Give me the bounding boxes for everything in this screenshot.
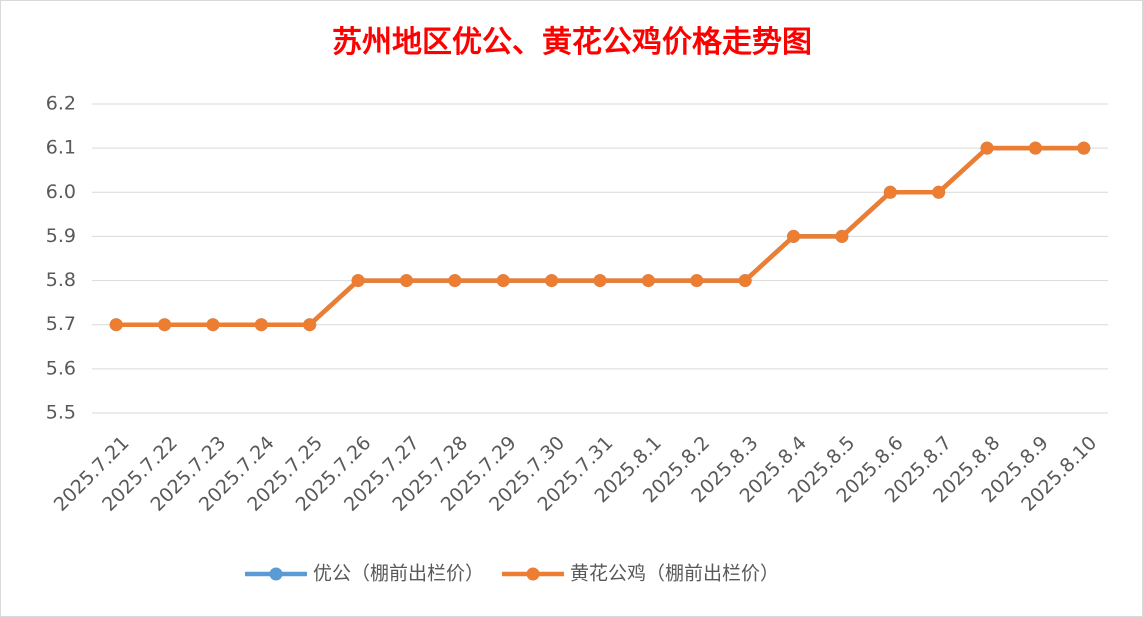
series-point <box>206 318 220 332</box>
series-point <box>787 229 801 243</box>
series-point <box>109 318 123 332</box>
y-tick-label: 5.6 <box>46 357 76 379</box>
series-point <box>399 274 413 288</box>
series-point <box>1077 141 1091 155</box>
series-point <box>158 318 172 332</box>
series-point <box>641 274 655 288</box>
y-tick-label: 6.0 <box>46 181 76 203</box>
y-tick-label: 5.9 <box>46 225 76 247</box>
series-point <box>1028 141 1042 155</box>
legend-marker <box>526 567 540 581</box>
series-point <box>835 229 849 243</box>
series-point <box>932 185 946 199</box>
series-point <box>738 274 752 288</box>
y-tick-label: 5.5 <box>46 402 76 424</box>
series-point <box>545 274 559 288</box>
series-point <box>883 185 897 199</box>
series-point <box>448 274 462 288</box>
y-tick-label: 5.7 <box>46 313 76 335</box>
y-tick-label: 5.8 <box>46 269 76 291</box>
series-point <box>254 318 268 332</box>
series-point <box>690 274 704 288</box>
legend-label: 黄花公鸡（棚前出栏价） <box>570 563 779 585</box>
y-tick-label: 6.1 <box>46 137 76 159</box>
series-point <box>980 141 994 155</box>
y-tick-label: 6.2 <box>46 93 76 115</box>
series-point <box>593 274 607 288</box>
series-point <box>496 274 510 288</box>
legend-label: 优公（棚前出栏价） <box>313 563 484 585</box>
legend-marker <box>269 567 283 581</box>
series-point <box>351 274 365 288</box>
chart-title: 苏州地区优公、黄花公鸡价格走势图 <box>332 25 812 60</box>
series-point <box>303 318 317 332</box>
